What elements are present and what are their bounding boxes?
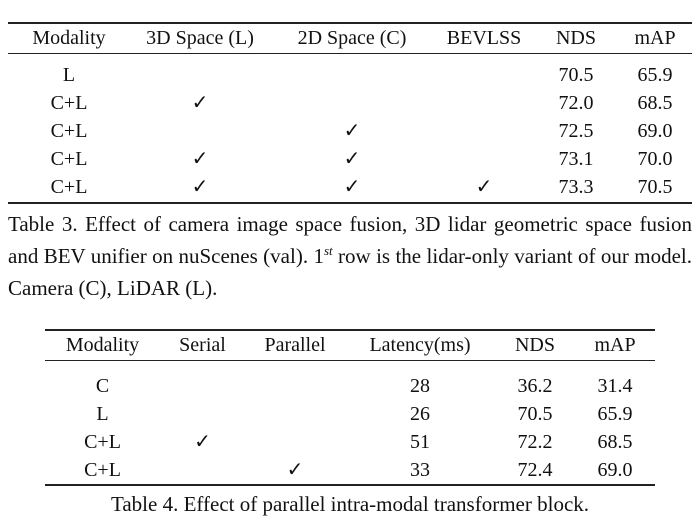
table-cell: C+L <box>50 119 88 142</box>
column-header: Latency(ms) <box>345 329 495 361</box>
table-cell <box>434 89 534 117</box>
column-header: BEVLSS <box>434 22 534 54</box>
table-cell: 70.5 <box>558 63 594 86</box>
table-header-row: Modality Serial Parallel Latency(ms) NDS mAP <box>45 329 655 361</box>
table-cell: 65.9 <box>637 63 673 86</box>
table-cell: 51 <box>410 430 430 453</box>
table-cell: 73.1 <box>558 147 594 170</box>
table-cell: 72.0 <box>558 91 594 114</box>
checkmark-icon: ✓ <box>475 175 493 198</box>
table-cell: L <box>96 402 109 425</box>
column-header: Modality <box>45 329 160 361</box>
table-row: C+L ✓ 72.0 68.5 <box>8 89 692 117</box>
table-cell: C+L <box>50 175 88 198</box>
caption-superscript: st <box>323 243 333 258</box>
table-cell: 68.5 <box>597 430 633 453</box>
table-cell: C+L <box>50 147 88 170</box>
table-row: C+L ✓ ✓ 73.1 70.0 <box>8 145 692 173</box>
table-cell <box>130 61 270 89</box>
checkmark-icon: ✓ <box>191 91 209 114</box>
table-header-row: Modality 3D Space (L) 2D Space (C) BEVLSS ND… <box>8 22 692 54</box>
table-cell: 72.5 <box>558 119 594 142</box>
table-cell: 73.3 <box>558 175 594 198</box>
table-cell <box>245 372 345 400</box>
checkmark-icon: ✓ <box>343 147 361 170</box>
table-row: C+L ✓ ✓ ✓ 73.3 70.5 <box>8 173 692 201</box>
table-cell: 65.9 <box>597 402 633 425</box>
table-cell: 70.0 <box>637 147 673 170</box>
table-cell: C+L <box>84 430 121 453</box>
table-cell <box>160 456 245 484</box>
table-cell: L <box>62 63 76 86</box>
table-cell <box>270 61 434 89</box>
table-row: C 28 36.2 31.4 <box>45 372 655 400</box>
checkmark-icon: ✓ <box>343 175 361 198</box>
column-header: 3D Space (L) <box>130 22 270 54</box>
table-row: C+L ✓ 72.5 69.0 <box>8 117 692 145</box>
table-cell: 33 <box>410 458 430 481</box>
table-cell <box>160 372 245 400</box>
table-cell: 72.2 <box>517 430 553 453</box>
table-cell: 69.0 <box>597 458 633 481</box>
table-cell <box>245 428 345 456</box>
table-cell: C+L <box>50 91 88 114</box>
checkmark-icon: ✓ <box>343 119 361 142</box>
table-cell: C <box>95 374 110 397</box>
table-row: C+L ✓ 33 72.4 69.0 <box>45 456 655 484</box>
table-cell: 26 <box>410 402 430 425</box>
table-cell: 36.2 <box>517 374 553 397</box>
table-cell: C+L <box>84 458 121 481</box>
checkmark-icon: ✓ <box>194 430 211 453</box>
table-cell <box>130 117 270 145</box>
table-3: Modality 3D Space (L) 2D Space (C) BEVLSS ND… <box>8 22 692 204</box>
column-header: Serial <box>160 329 245 361</box>
table-cell <box>160 400 245 428</box>
table-cell <box>434 145 534 173</box>
caption-text: Table 3. Effect of camera image space fu… <box>8 212 692 268</box>
column-header: NDS <box>495 329 575 361</box>
table-4: Modality Serial Parallel Latency(ms) NDS mAP … <box>45 329 655 486</box>
table-cell <box>245 400 345 428</box>
table-row: L 70.5 65.9 <box>8 61 692 89</box>
table-cell: 72.4 <box>517 458 553 481</box>
table-cell <box>270 89 434 117</box>
table-cell <box>434 117 534 145</box>
checkmark-icon: ✓ <box>286 458 304 481</box>
table-cell <box>434 61 534 89</box>
column-header: mAP <box>575 329 655 361</box>
column-header: mAP <box>618 22 692 54</box>
column-header: 2D Space (C) <box>270 22 434 54</box>
table-4-caption: Table 4. Effect of parallel intra-modal … <box>110 492 590 516</box>
checkmark-icon: ✓ <box>191 147 209 170</box>
table-cell: 69.0 <box>637 119 673 142</box>
table-cell: 68.5 <box>637 91 673 114</box>
table-3-caption: Table 3. Effect of camera image space fu… <box>8 208 692 304</box>
table-cell: 70.5 <box>637 175 673 198</box>
column-header: Modality <box>8 22 130 54</box>
checkmark-icon: ✓ <box>191 175 209 198</box>
caption-text: row is the lidar-only variant of our mod… <box>8 244 692 300</box>
table-cell: 70.5 <box>517 402 553 425</box>
table-row: L 26 70.5 65.9 <box>45 400 655 428</box>
table-cell: 31.4 <box>597 374 633 397</box>
table-row: C+L ✓ 51 72.2 68.5 <box>45 428 655 456</box>
column-header: Parallel <box>245 329 345 361</box>
table-cell: 28 <box>410 374 430 397</box>
column-header: NDS <box>534 22 618 54</box>
